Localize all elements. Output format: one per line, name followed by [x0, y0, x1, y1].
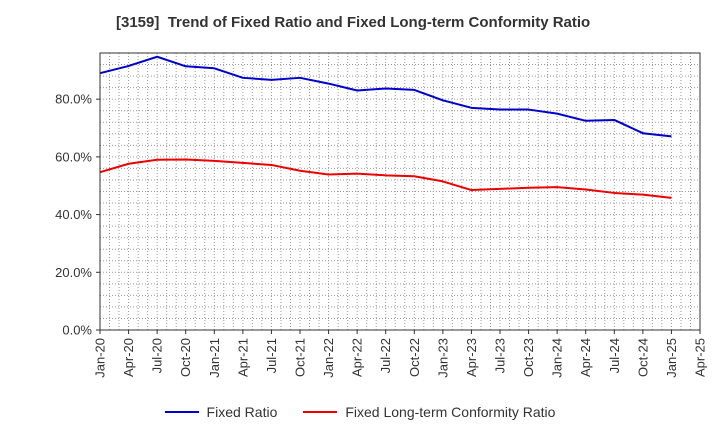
x-tick-label: Oct-22: [407, 338, 422, 377]
series-lines: [99, 55, 672, 199]
x-tick-label: Jan-22: [321, 338, 336, 378]
chart-title: [3159] Trend of Fixed Ratio and Fixed Lo…: [116, 14, 591, 31]
y-tick-label: 60.0%: [55, 149, 92, 164]
x-tick-label: Apr-25: [693, 338, 708, 377]
y-tick-label: 40.0%: [55, 207, 92, 222]
legend-item-fixed-long-term-conformity-ratio: Fixed Long-term Conformity Ratio: [303, 404, 555, 420]
y-tick-label: 20.0%: [55, 265, 92, 280]
x-tick-label: Apr-24: [578, 338, 593, 377]
y-tick-label: 0.0%: [62, 323, 92, 338]
x-tick-label: Jul-23: [493, 338, 508, 373]
x-tick-label: Apr-20: [121, 338, 136, 377]
x-tick-label: Jan-24: [550, 338, 565, 378]
x-tick-label: Jan-20: [93, 338, 108, 378]
legend: Fixed Ratio Fixed Long-term Conformity R…: [0, 404, 720, 420]
x-tick-label: Jul-21: [264, 338, 279, 373]
legend-label-fixed-ratio: Fixed Ratio: [206, 404, 278, 420]
x-tick-label: Jan-25: [664, 338, 679, 378]
x-tick-label: Jul-20: [150, 338, 165, 373]
x-tick-label: Oct-20: [178, 338, 193, 377]
x-tick-label: Jan-21: [207, 338, 222, 378]
gridlines: [99, 53, 701, 330]
legend-label-fixed-long-term-conformity-ratio: Fixed Long-term Conformity Ratio: [345, 404, 556, 420]
x-tick-label: Oct-23: [521, 338, 536, 377]
x-tick-label: Apr-21: [235, 338, 250, 377]
x-tick-label: Apr-23: [464, 338, 479, 377]
x-tick-label: Jul-22: [378, 338, 393, 373]
y-tick-label: 80.0%: [55, 92, 92, 107]
x-tick-label: Oct-21: [293, 338, 308, 377]
legend-swatch-fixed-ratio: [164, 411, 199, 413]
x-tick-label: Jan-23: [435, 338, 450, 378]
x-tick-label: Jul-24: [607, 338, 622, 373]
x-tick-label: Oct-24: [635, 338, 650, 377]
legend-item-fixed-ratio: Fixed Ratio: [164, 404, 278, 420]
axes: 0.0% 20.0% 40.0% 60.0% 80.0% Jan-20 Apr-20 Jul-…: [55, 52, 708, 378]
plot-border: [99, 52, 701, 331]
x-tick-label: Apr-22: [350, 338, 365, 377]
legend-swatch-fixed-long-term-conformity-ratio: [303, 411, 338, 413]
